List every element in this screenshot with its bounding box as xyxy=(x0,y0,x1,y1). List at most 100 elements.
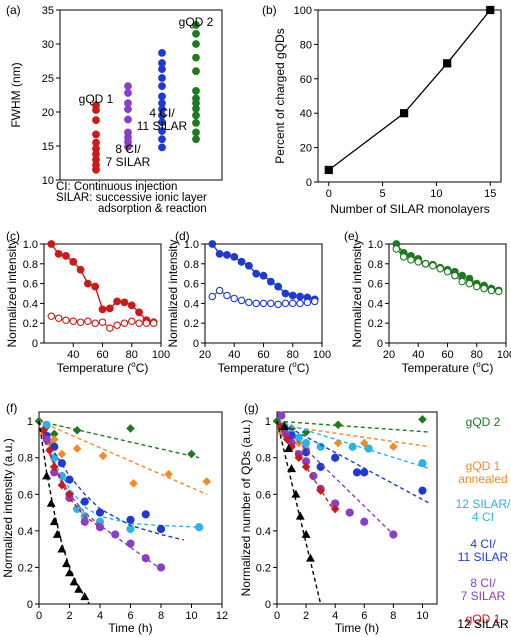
panel-g-xlabel: Time (h) xyxy=(335,621,379,635)
panel-d-xtick-label: 40 xyxy=(228,349,240,361)
panel-c-xtick-label: 80 xyxy=(126,349,138,361)
panel-f-point-cyan xyxy=(195,523,204,532)
panel-d-open-point xyxy=(288,299,297,308)
panel-d-open-point xyxy=(267,299,275,308)
panel-f-point-orange xyxy=(57,449,67,459)
panel-f-point-black xyxy=(62,559,71,568)
panel-a-point-purple xyxy=(124,89,132,97)
panel-b-label: (b) xyxy=(262,3,277,17)
panel-f-point-orange xyxy=(72,444,82,453)
panel-e-open-point xyxy=(480,284,488,293)
panel-c-filled-point xyxy=(76,265,85,274)
panel-b-xtick-label: 0 xyxy=(326,188,332,200)
panel-d-filled-point xyxy=(237,257,246,266)
panel-f-point-red xyxy=(45,446,54,455)
panel-a-ytick-label: 15 xyxy=(42,141,54,153)
panel-g-legend-entry: gQD 2 xyxy=(466,415,501,429)
panel-f-point-blue xyxy=(57,459,66,468)
panel-g-point-black xyxy=(291,489,301,498)
panel-e-open-point xyxy=(487,286,496,295)
panel-g-ytick-label: 0 xyxy=(265,599,271,611)
panel-g-point-blue xyxy=(360,468,369,477)
panel-b-line xyxy=(328,9,491,171)
panel-g-legend-entry: 4 CI xyxy=(472,510,494,524)
panel-e-ytick-label: 0.4 xyxy=(368,298,383,310)
panel-a-label: (a) xyxy=(6,3,21,17)
panel-g-point-purple xyxy=(309,471,318,481)
panel-d-label: (d) xyxy=(175,229,190,243)
panel-f-point-blue xyxy=(95,508,105,517)
panel-g-point-blue xyxy=(331,453,340,462)
panel-f-point-blue xyxy=(141,510,150,519)
panel-g-fit-orange xyxy=(276,424,430,448)
panel-d-xlabel-end: C) xyxy=(297,361,310,375)
panel-g-xtick-label: 2 xyxy=(303,610,309,622)
panel-g-xtick-label: 8 xyxy=(390,610,396,622)
panel-b-ylabel: Percent of charged gQDs xyxy=(273,28,287,163)
panel-a-point-green xyxy=(192,94,200,103)
panel-f-point-red xyxy=(65,489,74,499)
panel-d-ylabel: Normalized intensity xyxy=(166,239,180,347)
panel-a-point-red xyxy=(92,138,100,147)
panel-c-filled-point xyxy=(83,279,92,288)
panel-a-point-red xyxy=(92,130,100,139)
panel-f-point-black xyxy=(49,517,59,526)
panel-e-open-point xyxy=(465,279,474,288)
panel-e-ylabel: Normalized intensity xyxy=(350,239,364,347)
panel-c-xlabel-text: Temperature ( xyxy=(57,361,132,375)
panel-g-label: (g) xyxy=(244,401,259,415)
panel-c-filled-point xyxy=(135,308,143,317)
panel-a-point-purple xyxy=(124,99,132,108)
panel-g-point-orange xyxy=(359,438,369,448)
panel-g-point-red xyxy=(294,453,304,463)
panel-d-xlabel-sup: o xyxy=(292,360,297,369)
panel-g-legend-entry: gQD 1 xyxy=(466,612,501,626)
panel-b-frame xyxy=(317,9,502,183)
panel-d-ytick-label: 0.2 xyxy=(184,318,199,330)
panel-g-xtick-label: 10 xyxy=(416,610,428,622)
panel-g-point-cyan xyxy=(348,442,357,451)
panel-c-open-point xyxy=(142,319,151,327)
panel-c-open-point xyxy=(135,319,143,327)
panel-e-xtick-label: 20 xyxy=(383,349,395,361)
panel-b-xtick-label: 10 xyxy=(430,188,442,200)
panel-c-filled-point xyxy=(62,251,70,260)
panel-d-open-point xyxy=(245,298,253,307)
panel-b-xtick-label: 5 xyxy=(380,188,386,200)
panel-g-point-orange xyxy=(333,438,343,448)
panel-e-open-point xyxy=(436,264,444,273)
panel-a-point-blue xyxy=(158,74,166,82)
panel-g-legend-entry: 11 SILAR xyxy=(458,550,509,564)
panel-f-point-orange xyxy=(129,479,138,488)
panel-c-open-point xyxy=(76,318,85,326)
panel-g-legend-entry: 4 CI/ xyxy=(470,537,496,551)
panel-a-point-red xyxy=(92,101,100,110)
panel-c-open-point xyxy=(47,312,56,321)
panel-g-frame xyxy=(276,411,438,605)
panel-d-ytick-label: 0.4 xyxy=(184,298,199,310)
panel-e-open-point xyxy=(472,282,481,291)
panel-g-fit-blue xyxy=(276,420,431,505)
panel-f-ytick-label: 1 xyxy=(27,416,33,428)
panel-e-xtick-label: 60 xyxy=(441,349,453,361)
panel-g-legend-entry: 12 SILAR/ xyxy=(456,497,511,511)
panel-f-point-purple xyxy=(156,563,166,572)
panel-e-xlabel-end: C) xyxy=(481,361,494,375)
panel-e-ytick-label: 1.0 xyxy=(368,239,383,251)
panel-d-open-point xyxy=(208,292,217,301)
panel-a-point-green xyxy=(192,67,200,76)
panel-d-xlabel-text: Temperature ( xyxy=(218,361,293,375)
panel-f-point-cyan xyxy=(73,504,82,514)
panel-g-point-black xyxy=(295,511,305,520)
panel-d-frame xyxy=(204,243,323,344)
panel-f-fit-blue xyxy=(38,420,185,541)
panel-f-label: (f) xyxy=(6,401,17,415)
panel-g-point-black xyxy=(279,421,289,431)
panel-g-point-red xyxy=(316,486,325,495)
panel-a-point-green xyxy=(192,128,200,137)
panel-e-xlabel-text: Temperature ( xyxy=(402,361,477,375)
panel-d-ytick-label: 0 xyxy=(193,338,199,350)
panel-f-fit-orange xyxy=(38,420,208,495)
panel-f-point-black xyxy=(80,592,90,601)
